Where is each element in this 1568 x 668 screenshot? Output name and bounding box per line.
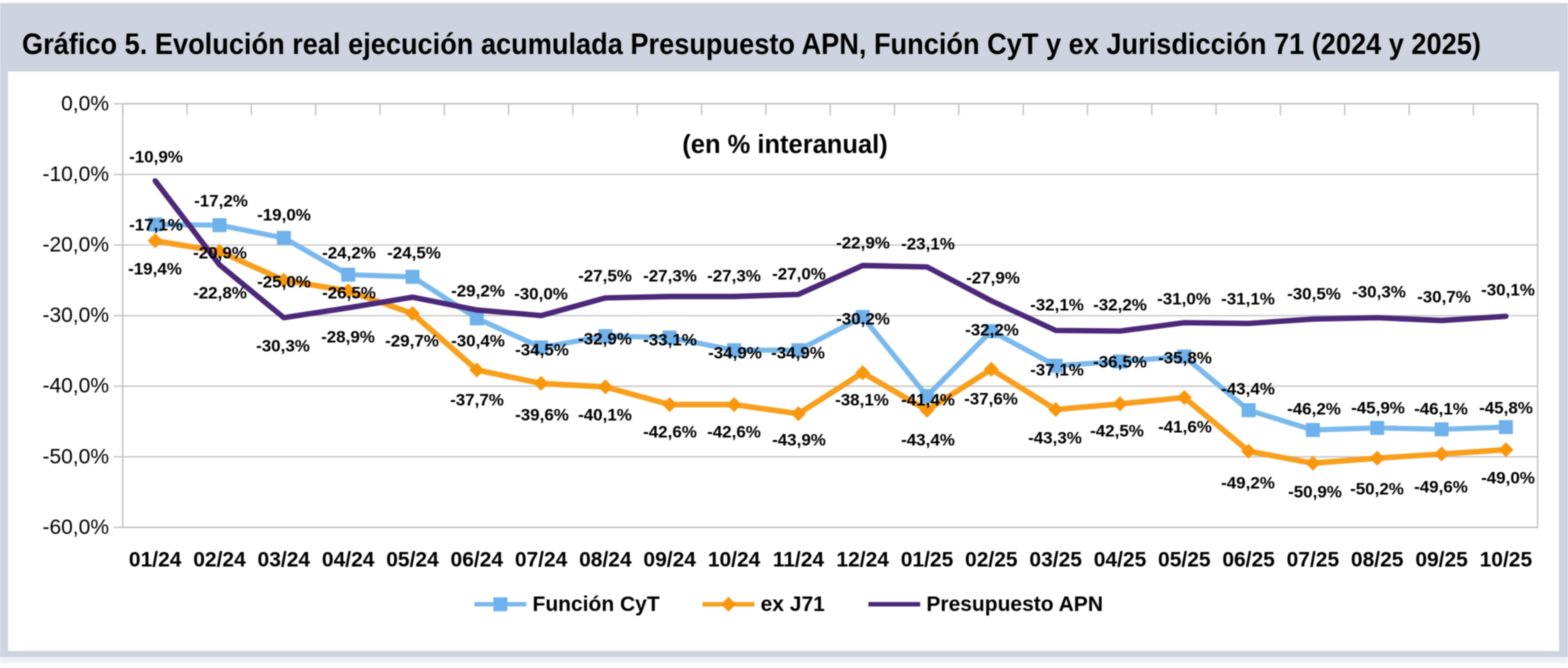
svg-text:-42,6%: -42,6%	[643, 423, 697, 442]
svg-text:03/25: 03/25	[1029, 549, 1082, 572]
svg-text:-39,6%: -39,6%	[515, 406, 569, 425]
svg-text:-30,5%: -30,5%	[1287, 285, 1341, 304]
svg-text:10/25: 10/25	[1480, 549, 1533, 572]
svg-text:-50,0%: -50,0%	[42, 445, 109, 468]
svg-text:02/25: 02/25	[965, 549, 1018, 572]
svg-text:-41,4%: -41,4%	[901, 391, 955, 410]
svg-text:-24,5%: -24,5%	[387, 244, 441, 263]
svg-text:(en % interanual): (en % interanual)	[682, 131, 887, 159]
svg-text:-37,7%: -37,7%	[450, 391, 504, 410]
svg-text:05/24: 05/24	[386, 549, 439, 572]
svg-text:09/24: 09/24	[643, 549, 696, 572]
svg-text:03/24: 03/24	[258, 549, 311, 572]
svg-text:-50,9%: -50,9%	[1288, 483, 1342, 502]
svg-text:-32,1%: -32,1%	[1030, 296, 1084, 315]
svg-text:-34,9%: -34,9%	[771, 344, 825, 363]
svg-text:-30,7%: -30,7%	[1417, 288, 1471, 307]
svg-text:-27,3%: -27,3%	[707, 267, 761, 286]
svg-text:-22,9%: -22,9%	[836, 234, 890, 253]
svg-text:06/24: 06/24	[451, 549, 504, 572]
svg-text:-28,9%: -28,9%	[321, 328, 375, 347]
svg-text:-22,8%: -22,8%	[193, 284, 247, 303]
svg-text:-17,2%: -17,2%	[194, 192, 248, 211]
svg-text:-10,0%: -10,0%	[42, 163, 109, 186]
svg-text:-20,0%: -20,0%	[42, 234, 109, 257]
svg-text:-49,2%: -49,2%	[1221, 474, 1275, 493]
svg-text:Gráfico 5. Evolución real ejec: Gráfico 5. Evolución real ejecución acum…	[22, 28, 1481, 62]
svg-text:-30,2%: -30,2%	[836, 310, 890, 329]
svg-text:-31,1%: -31,1%	[1221, 290, 1275, 309]
svg-text:-30,0%: -30,0%	[514, 285, 568, 304]
svg-text:-40,1%: -40,1%	[578, 406, 632, 425]
svg-text:0,0%: 0,0%	[61, 92, 109, 115]
svg-text:-30,1%: -30,1%	[1481, 281, 1535, 300]
svg-text:-37,6%: -37,6%	[964, 390, 1018, 409]
svg-text:10/24: 10/24	[708, 549, 761, 572]
svg-text:01/25: 01/25	[901, 549, 954, 572]
svg-text:08/25: 08/25	[1351, 549, 1404, 572]
svg-text:02/24: 02/24	[193, 549, 246, 572]
svg-text:-35,8%: -35,8%	[1158, 349, 1212, 368]
svg-text:-37,1%: -37,1%	[1030, 361, 1084, 380]
svg-text:-45,8%: -45,8%	[1479, 399, 1533, 418]
svg-text:-43,4%: -43,4%	[1221, 380, 1275, 399]
svg-text:09/25: 09/25	[1415, 549, 1468, 572]
svg-text:ex J71: ex J71	[761, 593, 826, 616]
svg-text:-17,1%: -17,1%	[129, 216, 183, 235]
svg-text:07/24: 07/24	[515, 549, 568, 572]
svg-text:-60,0%: -60,0%	[42, 516, 109, 539]
svg-text:11/24: 11/24	[773, 549, 825, 572]
svg-text:-20,9%: -20,9%	[193, 244, 247, 263]
svg-text:-46,2%: -46,2%	[1287, 400, 1341, 419]
svg-text:-45,9%: -45,9%	[1351, 399, 1405, 418]
svg-text:05/25: 05/25	[1158, 549, 1211, 572]
svg-text:-38,1%: -38,1%	[835, 391, 889, 410]
svg-text:07/25: 07/25	[1287, 549, 1340, 572]
svg-text:-27,5%: -27,5%	[578, 267, 632, 286]
svg-text:-27,3%: -27,3%	[643, 267, 697, 286]
svg-text:-32,2%: -32,2%	[965, 321, 1019, 340]
svg-text:-32,2%: -32,2%	[1093, 296, 1147, 315]
svg-text:-43,3%: -43,3%	[1028, 429, 1082, 448]
svg-text:-27,9%: -27,9%	[966, 269, 1020, 288]
svg-text:-50,2%: -50,2%	[1350, 480, 1404, 499]
svg-text:-29,7%: -29,7%	[385, 332, 439, 351]
svg-text:-24,2%: -24,2%	[322, 244, 376, 263]
svg-text:-34,5%: -34,5%	[515, 341, 569, 360]
svg-text:-19,4%: -19,4%	[128, 260, 182, 279]
svg-text:06/25: 06/25	[1222, 549, 1275, 572]
svg-text:-43,4%: -43,4%	[901, 431, 955, 450]
svg-text:-30,3%: -30,3%	[256, 337, 310, 356]
svg-text:-46,1%: -46,1%	[1414, 400, 1468, 419]
svg-text:12/24: 12/24	[836, 549, 889, 572]
svg-text:-41,6%: -41,6%	[1158, 418, 1212, 437]
svg-text:-25,0%: -25,0%	[257, 273, 311, 292]
svg-text:-32,9%: -32,9%	[578, 330, 632, 349]
svg-text:-40,0%: -40,0%	[42, 375, 109, 398]
svg-text:04/25: 04/25	[1094, 549, 1147, 572]
svg-text:08/24: 08/24	[579, 549, 632, 572]
svg-text:-29,2%: -29,2%	[451, 282, 505, 301]
svg-text:-43,9%: -43,9%	[772, 431, 826, 450]
svg-text:-30,4%: -30,4%	[451, 332, 505, 351]
svg-text:-42,5%: -42,5%	[1090, 422, 1144, 441]
svg-text:-33,1%: -33,1%	[643, 331, 697, 350]
svg-text:-49,6%: -49,6%	[1414, 478, 1468, 497]
svg-text:-19,0%: -19,0%	[257, 206, 311, 225]
svg-text:Presupuesto APN: Presupuesto APN	[926, 593, 1103, 616]
svg-text:-10,9%: -10,9%	[129, 148, 183, 167]
svg-text:Función CyT: Función CyT	[533, 593, 660, 616]
svg-text:-23,1%: -23,1%	[901, 235, 955, 254]
svg-text:-26,5%: -26,5%	[322, 284, 376, 303]
svg-text:-30,3%: -30,3%	[1352, 283, 1406, 302]
svg-text:-36,5%: -36,5%	[1093, 353, 1147, 372]
svg-text:04/24: 04/24	[322, 549, 375, 572]
svg-text:-31,0%: -31,0%	[1157, 290, 1211, 309]
svg-text:01/24: 01/24	[129, 549, 182, 572]
svg-text:-27,0%: -27,0%	[772, 265, 826, 284]
svg-text:-30,0%: -30,0%	[42, 304, 109, 327]
svg-text:-34,9%: -34,9%	[708, 344, 762, 363]
svg-text:-42,6%: -42,6%	[707, 423, 761, 442]
svg-text:-49,0%: -49,0%	[1481, 469, 1535, 488]
